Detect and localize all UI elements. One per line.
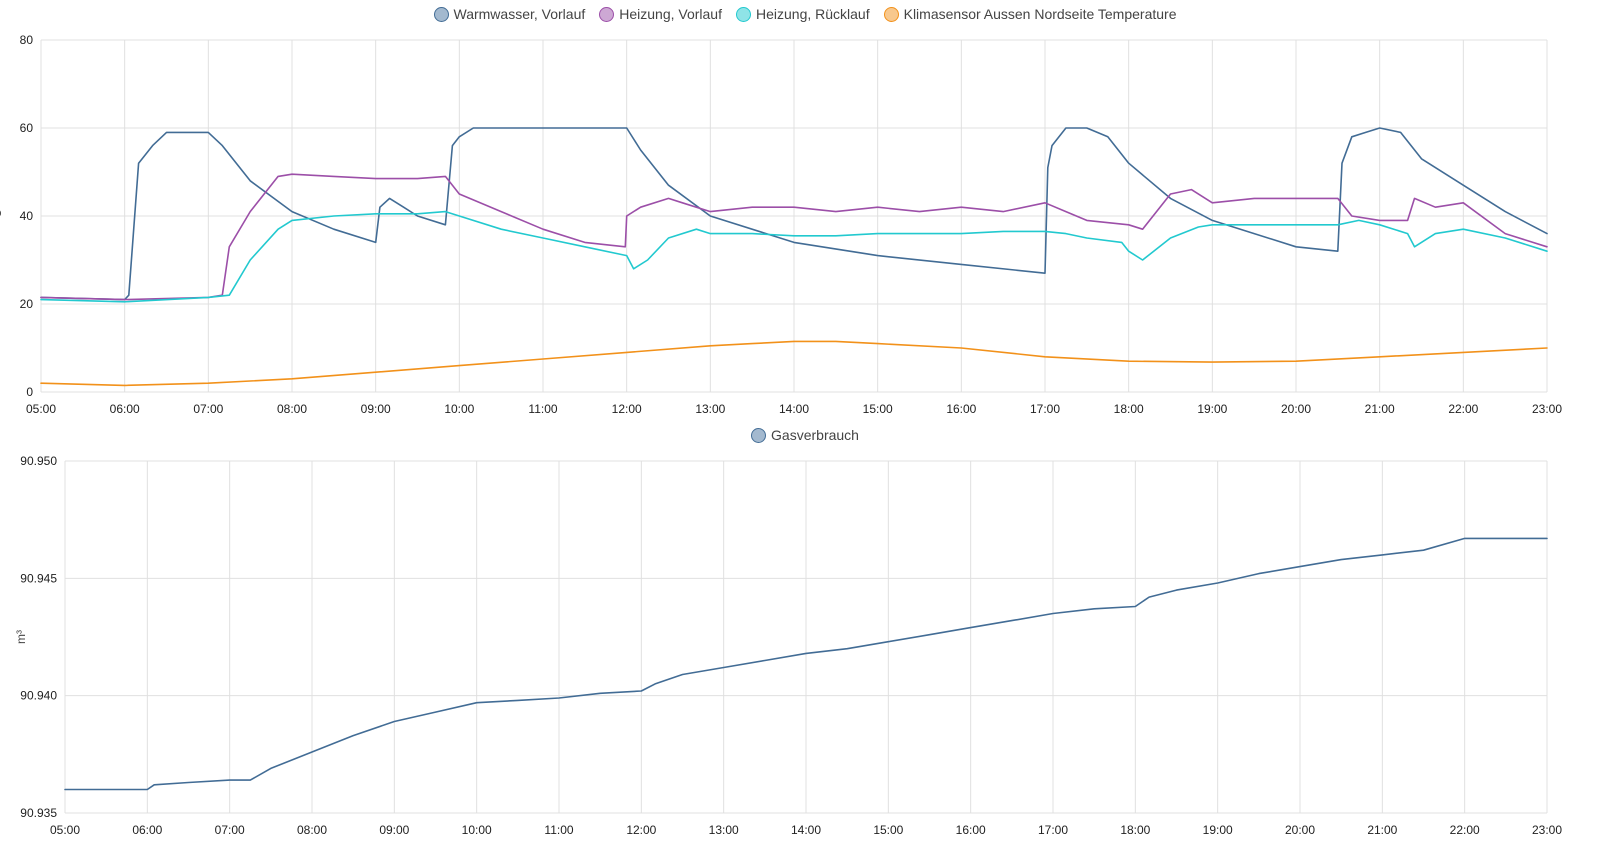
x-tick-label: 23:00 xyxy=(1532,823,1562,837)
temperature-chart: Warmwasser, Vorlauf Heizung, Vorlauf Hei… xyxy=(0,6,1610,416)
temperature-plot: 0 20 40 60 80 05:00 06:00 07:00 08:00 09:00 10:00 1… xyxy=(0,33,1562,416)
y-axis-unit: m³ xyxy=(14,630,28,644)
x-tick-label: 12:00 xyxy=(626,823,656,837)
x-tick-label: 12:00 xyxy=(612,402,642,416)
x-tick-label: 06:00 xyxy=(110,402,140,416)
x-tick-label: 08:00 xyxy=(277,402,307,416)
legend-swatch-gasverbrauch xyxy=(751,427,767,443)
x-tick-label: 21:00 xyxy=(1365,402,1395,416)
legend-label-warmwasser-vorlauf: Warmwasser, Vorlauf xyxy=(453,6,586,22)
x-tick-label: 09:00 xyxy=(361,402,391,416)
x-tick-label: 13:00 xyxy=(695,402,725,416)
x-tick-label: 05:00 xyxy=(50,823,80,837)
x-tick-label: 19:00 xyxy=(1197,402,1227,416)
series-line-heizung-r-cklauf[interactable] xyxy=(40,210,1548,303)
x-tick-label: 10:00 xyxy=(444,402,474,416)
x-tick-label: 19:00 xyxy=(1203,823,1233,837)
legend-label-heizung-ruecklauf: Heizung, Rücklauf xyxy=(755,6,870,22)
series-line-klimasensor-aussen-nordseite-temperature[interactable] xyxy=(40,340,1548,387)
y-tick-label: 20 xyxy=(20,297,34,311)
gas-legend: Gasverbrauch xyxy=(0,427,1610,443)
x-tick-label: 14:00 xyxy=(791,823,821,837)
x-tick-label: 11:00 xyxy=(528,402,557,416)
x-tick-label: 16:00 xyxy=(946,402,976,416)
x-tick-label: 23:00 xyxy=(1532,402,1562,416)
x-tick-label: 11:00 xyxy=(544,823,573,837)
x-tick-label: 20:00 xyxy=(1285,823,1315,837)
x-tick-label: 20:00 xyxy=(1281,402,1311,416)
y-tick-label: 60 xyxy=(20,121,34,135)
x-tick-label: 15:00 xyxy=(863,402,893,416)
x-tick-label: 06:00 xyxy=(132,823,162,837)
gas-plot: 90.935 90.940 90.945 90.950 05:00 06:00 07:00 0… xyxy=(14,454,1562,837)
series-line-heizung-vorlauf[interactable] xyxy=(40,173,1548,301)
legend-swatch-heizung-vorlauf xyxy=(599,6,615,22)
x-tick-label: 09:00 xyxy=(379,823,409,837)
legend-item-gasverbrauch[interactable]: Gasverbrauch xyxy=(751,427,859,443)
series-line-warmwasser-vorlauf[interactable] xyxy=(40,127,1548,301)
y-tick-label: 80 xyxy=(20,33,34,47)
legend-item-heizung-ruecklauf[interactable]: Heizung, Rücklauf xyxy=(735,6,870,22)
legend-item-heizung-vorlauf[interactable]: Heizung, Vorlauf xyxy=(599,6,722,22)
x-tick-label: 18:00 xyxy=(1114,402,1144,416)
legend-label-gasverbrauch: Gasverbrauch xyxy=(771,427,859,443)
x-tick-label: 08:00 xyxy=(297,823,327,837)
legend-item-klimasensor[interactable]: Klimasensor Aussen Nordseite Temperature xyxy=(883,6,1177,22)
legend-swatch-warmwasser-vorlauf xyxy=(433,6,449,22)
legend-item-warmwasser-vorlauf[interactable]: Warmwasser, Vorlauf xyxy=(433,6,586,22)
legend-swatch-klimasensor xyxy=(883,6,899,22)
x-tick-label: 15:00 xyxy=(873,823,903,837)
legend-label-heizung-vorlauf: Heizung, Vorlauf xyxy=(619,6,722,22)
x-tick-label: 07:00 xyxy=(193,402,223,416)
x-tick-label: 18:00 xyxy=(1120,823,1150,837)
gas-chart: Gasverbrauch 90.935 90.940 90.945 90.950 05:… xyxy=(0,427,1610,858)
legend-label-klimasensor: Klimasensor Aussen Nordseite Temperature xyxy=(903,6,1177,22)
y-tick-label: 90.950 xyxy=(20,454,57,468)
x-tick-label: 05:00 xyxy=(26,402,56,416)
x-tick-label: 17:00 xyxy=(1038,823,1068,837)
y-axis-unit: °C xyxy=(0,209,4,223)
x-tick-label: 16:00 xyxy=(956,823,986,837)
y-tick-label: 40 xyxy=(20,209,34,223)
x-tick-label: 22:00 xyxy=(1450,823,1480,837)
y-tick-label: 0 xyxy=(26,385,33,399)
x-tick-label: 14:00 xyxy=(779,402,809,416)
y-tick-label: 90.945 xyxy=(20,571,57,585)
series-line-gasverbrauch[interactable] xyxy=(64,537,1548,791)
legend-swatch-heizung-ruecklauf xyxy=(735,6,751,22)
x-tick-label: 10:00 xyxy=(462,823,492,837)
temperature-legend: Warmwasser, Vorlauf Heizung, Vorlauf Hei… xyxy=(0,6,1610,22)
x-tick-label: 21:00 xyxy=(1367,823,1397,837)
y-tick-label: 90.935 xyxy=(20,806,57,820)
y-tick-label: 90.940 xyxy=(20,689,57,703)
x-tick-label: 22:00 xyxy=(1448,402,1478,416)
x-tick-label: 13:00 xyxy=(709,823,739,837)
x-tick-label: 17:00 xyxy=(1030,402,1060,416)
x-tick-label: 07:00 xyxy=(215,823,245,837)
